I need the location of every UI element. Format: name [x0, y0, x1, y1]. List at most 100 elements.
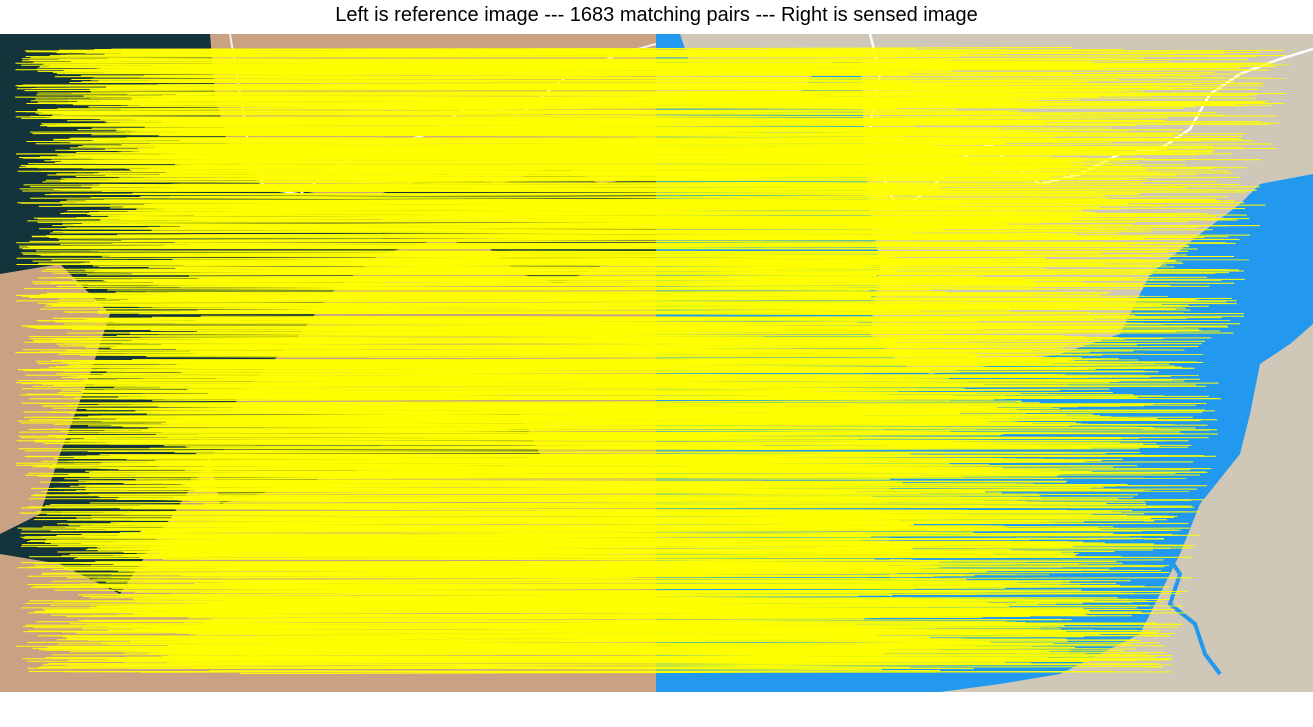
- match-line: [159, 651, 868, 654]
- match-line: [165, 103, 1238, 107]
- match-line: [110, 520, 871, 524]
- match-line: [52, 223, 867, 227]
- match-line: [81, 80, 896, 83]
- match-line: [36, 67, 1240, 70]
- match-line: [189, 585, 939, 588]
- match-line: [152, 550, 916, 554]
- match-line: [103, 385, 1207, 390]
- match-line: [51, 433, 1004, 437]
- match-line: [50, 635, 1065, 637]
- match-line: [100, 118, 1126, 121]
- match-line: [121, 342, 1202, 345]
- match-line: [116, 233, 935, 236]
- match-line: [159, 64, 1087, 67]
- match-line: [157, 83, 1260, 86]
- match-line: [90, 139, 1129, 141]
- match-line: [87, 450, 1141, 453]
- match-line: [133, 481, 1034, 485]
- match-line: [136, 484, 1000, 487]
- match-line: [189, 633, 874, 637]
- sensed-river: [1158, 542, 1222, 676]
- match-line: [97, 210, 915, 214]
- match-line: [174, 549, 1011, 553]
- match-line: [44, 505, 1146, 509]
- match-line: [101, 269, 1218, 272]
- match-line: [133, 515, 1178, 519]
- match-line: [136, 207, 1030, 210]
- match-line: [223, 593, 1182, 598]
- match-line: [104, 70, 871, 74]
- match-line: [194, 317, 882, 321]
- match-line: [101, 254, 927, 258]
- match-line: [87, 417, 1014, 420]
- match-line: [190, 500, 888, 504]
- match-line: [140, 334, 922, 339]
- match-line: [181, 397, 963, 399]
- match-line: [83, 55, 936, 58]
- match-line: [161, 153, 1134, 156]
- match-line: [141, 613, 1098, 617]
- match-line: [132, 150, 1048, 155]
- match-line: [40, 291, 1111, 295]
- match-line: [35, 515, 1127, 518]
- match-line: [96, 413, 1094, 418]
- match-line: [90, 196, 1228, 198]
- match-line: [83, 381, 984, 386]
- match-line: [95, 144, 932, 148]
- match-line: [158, 497, 1192, 501]
- match-line: [166, 423, 1070, 427]
- match-line: [161, 597, 1170, 600]
- match-line: [199, 258, 1250, 261]
- match-line: [198, 432, 895, 436]
- match-line: [102, 609, 936, 611]
- match-line: [69, 553, 966, 556]
- match-line: [86, 455, 949, 459]
- match-line: [154, 595, 865, 600]
- match-line: [127, 545, 919, 547]
- match-line: [221, 580, 864, 584]
- match-line: [106, 323, 887, 325]
- match-line: [38, 113, 1038, 118]
- match-line: [140, 318, 964, 323]
- match-line: [176, 413, 961, 417]
- match-line: [123, 226, 965, 229]
- match-line: [194, 215, 1093, 219]
- match-line: [18, 429, 884, 433]
- match-line: [50, 527, 1190, 532]
- match-line: [208, 419, 1033, 424]
- match-line: [189, 350, 974, 355]
- match-line: [64, 69, 926, 71]
- match-line: [181, 326, 1185, 328]
- match-line: [119, 499, 985, 501]
- match-line: [119, 508, 943, 512]
- match-line: [78, 480, 903, 484]
- match-line: [160, 577, 1193, 581]
- match-line: [150, 202, 963, 207]
- match-line: [68, 376, 950, 380]
- match-line: [91, 133, 1173, 136]
- match-line: [25, 601, 1164, 604]
- match-line: [127, 255, 901, 259]
- match-line: [41, 490, 988, 493]
- match-line: [80, 354, 1082, 359]
- match-line: [186, 389, 1049, 394]
- match-line: [189, 647, 1112, 650]
- match-line: [159, 219, 1067, 223]
- match-line: [56, 245, 979, 249]
- match-line: [163, 351, 986, 355]
- match-line: [53, 339, 879, 343]
- match-line: [152, 306, 1191, 311]
- match-line: [24, 448, 1140, 452]
- match-line: [102, 373, 1100, 378]
- match-line: [108, 367, 989, 369]
- match-line: [178, 182, 1143, 185]
- match-line: [239, 670, 1114, 675]
- match-line: [165, 421, 1066, 426]
- match-line: [171, 100, 1268, 104]
- match-line: [193, 405, 1145, 409]
- match-line: [127, 90, 1144, 95]
- match-line: [190, 184, 890, 188]
- match-line: [54, 589, 1187, 592]
- match-line: [115, 291, 946, 293]
- match-line: [150, 200, 1166, 203]
